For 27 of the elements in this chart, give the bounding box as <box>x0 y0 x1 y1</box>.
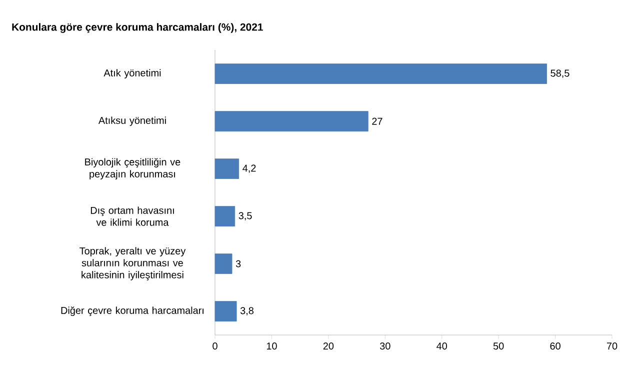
y-tick-label: Atık yönetimi <box>104 69 161 78</box>
y-tick-label: Dış ortam havasını ve iklimi koruma <box>90 206 174 226</box>
data-label: 58,5 <box>550 70 570 78</box>
x-tick-label: 60 <box>550 342 560 350</box>
bar <box>214 206 236 226</box>
x-tick-label: 50 <box>493 342 504 350</box>
y-tick-label: Biyolojik çeşitliliğin ve peyzajın korunması <box>85 158 180 180</box>
y-tick-label: Atıksu yönetimi <box>98 116 166 126</box>
data-label: 3 <box>236 260 241 268</box>
x-tick-label: 0 <box>212 342 218 350</box>
x-tick-label: 70 <box>606 342 618 350</box>
bar <box>214 111 368 132</box>
bar <box>214 64 547 84</box>
data-label: 27 <box>372 118 382 125</box>
data-label: 4,2 <box>242 164 256 173</box>
data-label: 3,8 <box>240 307 254 316</box>
data-label: 3,5 <box>238 212 252 220</box>
x-tick-label: 10 <box>266 342 277 350</box>
x-tick-label: 40 <box>436 342 448 350</box>
bar <box>214 254 232 274</box>
y-tick-label: Toprak, yeraltı ve yüzey sularının korunması ve kalitesinin iyileştirilmesi <box>80 247 186 280</box>
bar <box>214 158 240 179</box>
chart-title: Konulara göre çevre koruma harcamaları (%), 2021 <box>12 23 263 33</box>
x-tick-label: 30 <box>380 342 390 350</box>
y-tick-label: Diğer çevre koruma harcamaları <box>61 306 204 316</box>
bar <box>214 301 237 322</box>
x-tick-label: 20 <box>323 342 334 350</box>
